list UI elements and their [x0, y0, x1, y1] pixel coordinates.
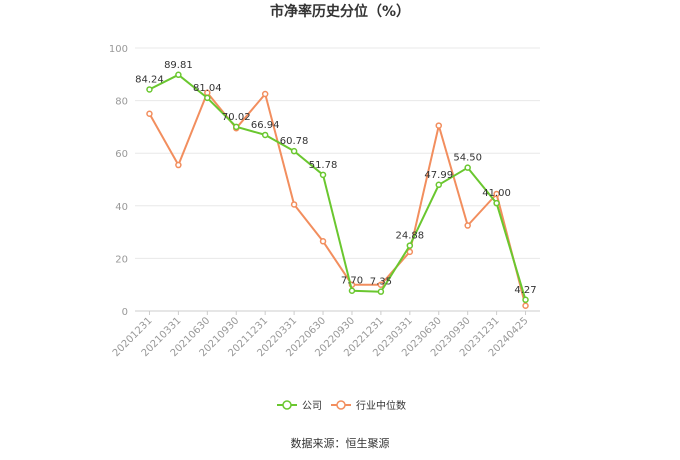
data-label-company: 60.78: [280, 136, 309, 147]
data-label-company: 41.00: [482, 188, 511, 199]
legend-item-company[interactable]: 公司: [277, 400, 322, 412]
data-point-industry-median: [319, 238, 327, 245]
series-layer: [146, 71, 529, 309]
data-label-company: 81.04: [193, 83, 222, 94]
data-point-industry-median: [522, 302, 529, 309]
data-point-industry-median: [146, 110, 153, 117]
data-point-industry-median: [464, 222, 471, 229]
data-point-industry-median: [175, 161, 182, 169]
y-tick-label: 100: [109, 44, 128, 55]
legend: 公司 行业中位数: [277, 399, 406, 412]
data-point-company: [464, 164, 471, 171]
data-point-company: [233, 123, 240, 131]
y-tick-label: 40: [115, 202, 128, 213]
data-point-industry-median: [261, 90, 269, 98]
series-line-industry-median: [148, 91, 527, 306]
data-label-company: 84.24: [135, 74, 164, 85]
data-label-company: 7.70: [341, 276, 363, 287]
data-point-company: [261, 131, 269, 139]
y-axis-ticks: 0 20 40 60 80 100: [109, 44, 128, 318]
data-point-industry-median: [406, 248, 414, 256]
data-point-company: [435, 181, 442, 189]
data-point-company: [290, 147, 298, 155]
data-label-company: 7.35: [370, 277, 392, 288]
x-axis-ticks: 2020123120210331202106302021093020211231…: [111, 311, 531, 359]
data-label-company: 47.99: [424, 170, 453, 181]
gridlines: [135, 47, 540, 312]
y-tick-label: 20: [115, 254, 128, 265]
data-label-company: 66.94: [251, 120, 280, 131]
data-point-company: [348, 287, 356, 294]
data-label-company: 51.78: [309, 160, 338, 171]
legend-item-industry-median[interactable]: 行业中位数: [331, 399, 406, 412]
legend-label-company: 公司: [302, 401, 322, 412]
data-point-company: [204, 94, 211, 102]
data-label-company: 4.27: [514, 285, 536, 296]
data-point-company: [522, 296, 529, 304]
data-point-company: [377, 288, 385, 295]
data-source: 数据来源：恒生聚源: [291, 436, 390, 450]
data-label-company: 70.02: [222, 112, 251, 123]
legend-marker-industry-median: [336, 400, 346, 410]
data-point-industry-median: [435, 122, 442, 129]
data-point-industry-median: [493, 190, 500, 198]
chart-title: 市净率历史分位（%）: [270, 3, 410, 20]
data-point-company: [319, 171, 327, 179]
data-point-company: [406, 242, 414, 249]
data-point-industry-median: [377, 281, 385, 288]
series-line-company: [149, 73, 527, 301]
data-point-company: [146, 86, 153, 93]
legend-label-industry-median: 行业中位数: [356, 399, 406, 412]
data-label-company: 54.50: [453, 153, 482, 164]
data-point-industry-median: [290, 201, 298, 208]
y-tick-label: 60: [115, 149, 128, 160]
data-point-company: [493, 199, 500, 207]
data-point-company: [175, 71, 182, 79]
data-label-company: 24.88: [396, 231, 425, 242]
legend-marker-company: [282, 400, 292, 410]
data-label-company: 89.81: [164, 60, 193, 71]
y-tick-label: 80: [115, 97, 128, 108]
y-tick-label: 0: [122, 307, 128, 318]
